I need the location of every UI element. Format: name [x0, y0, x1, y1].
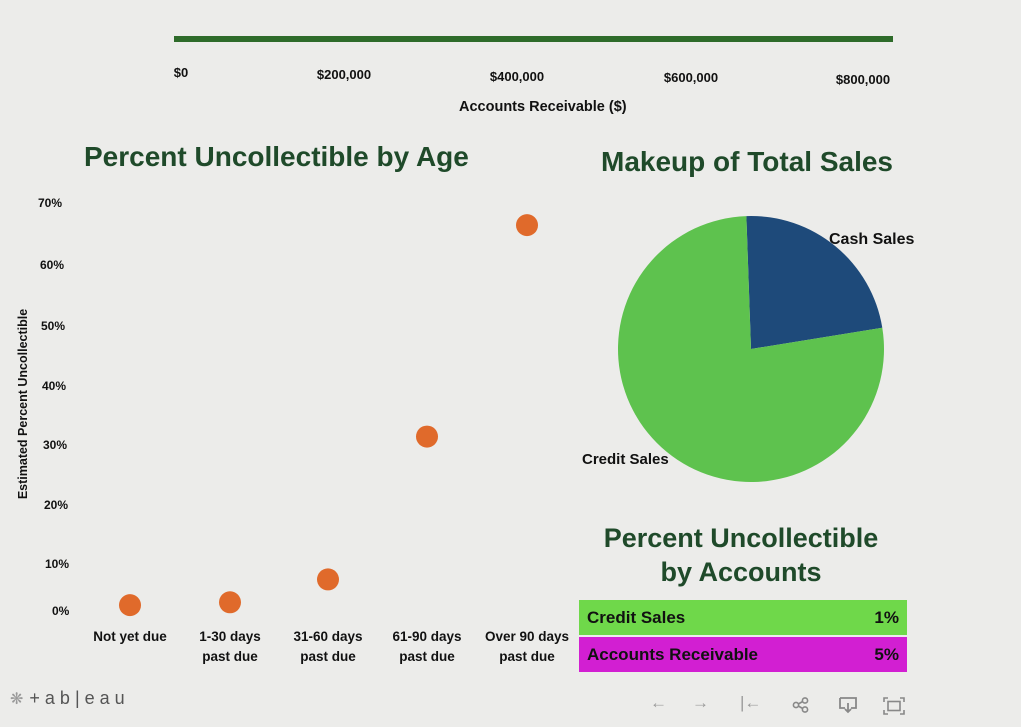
scatter-title: Percent Uncollectible by Age	[84, 141, 469, 172]
pie-label-credit: Credit Sales	[582, 451, 669, 468]
category-label-4: Over 90 days past due	[484, 629, 570, 664]
ytick-0: 0%	[52, 604, 70, 618]
pie-label-cash: Cash Sales	[829, 231, 915, 248]
ar-axis-label: Accounts Receivable ($)	[459, 99, 627, 115]
row-label: Credit Sales	[587, 607, 686, 627]
forward-icon[interactable]: →	[692, 693, 709, 712]
back-icon[interactable]: ←	[650, 693, 667, 712]
ytick-50: 50%	[41, 319, 66, 333]
ar-bar	[174, 36, 893, 42]
ar-bar-chart	[174, 36, 893, 42]
accounts-table-title-line2: by Accounts	[660, 557, 822, 587]
ar-tick-0: $0	[173, 65, 189, 80]
ytick-10: 10%	[45, 557, 70, 571]
accounts-table-title: Percent Uncollectible by Accounts	[591, 521, 891, 589]
ytick-40: 40%	[42, 379, 67, 393]
ytick-30: 30%	[43, 438, 68, 452]
scatter-point-1[interactable]	[219, 591, 241, 614]
ytick-70: 70%	[38, 196, 63, 210]
scatter-point-3[interactable]	[416, 425, 438, 448]
scatter-point-2[interactable]	[317, 568, 339, 591]
category-label-0: Not yet due	[93, 629, 167, 644]
scatter-point-4[interactable]	[516, 214, 538, 237]
accounts-table-title-line1: Percent Uncollectible	[603, 523, 879, 553]
tableau-logo[interactable]: ❋ + a b | e a u	[10, 688, 125, 709]
ar-tick-200k: $200,000	[316, 67, 372, 82]
pie-slice-credit-sales[interactable]	[618, 216, 884, 482]
pie-title: Makeup of Total Sales	[601, 146, 893, 177]
ytick-20: 20%	[44, 498, 69, 512]
pie-chart	[618, 216, 884, 482]
ar-tick-800k: $800,000	[835, 72, 891, 87]
row-value: 1%	[874, 607, 899, 627]
ar-tick-400k: $400,000	[489, 69, 545, 84]
row-label: Accounts Receivable	[587, 644, 759, 664]
ytick-60: 60%	[40, 258, 65, 272]
category-label-2: 31-60 days past due	[293, 629, 363, 664]
download-icon[interactable]	[838, 696, 858, 714]
scatter-point-0[interactable]	[119, 594, 141, 617]
row-value: 5%	[874, 644, 899, 664]
table-row-accounts-receivable: Accounts Receivable 5%	[579, 637, 907, 672]
pie-slice-cash-sales[interactable]	[746, 216, 883, 349]
fullscreen-icon[interactable]	[883, 697, 905, 715]
table-row-credit-sales: Credit Sales 1%	[579, 600, 907, 635]
category-label-3: 61-90 days past due	[392, 629, 462, 664]
category-label-1: 1-30 days past due	[199, 629, 261, 664]
ar-tick-600k: $600,000	[663, 70, 719, 85]
tableau-mark-icon: ❋	[10, 690, 24, 708]
share-icon[interactable]	[792, 697, 810, 713]
tableau-brand-text: + a b | e a u	[29, 688, 125, 708]
rewind-icon[interactable]: |←	[740, 693, 762, 712]
